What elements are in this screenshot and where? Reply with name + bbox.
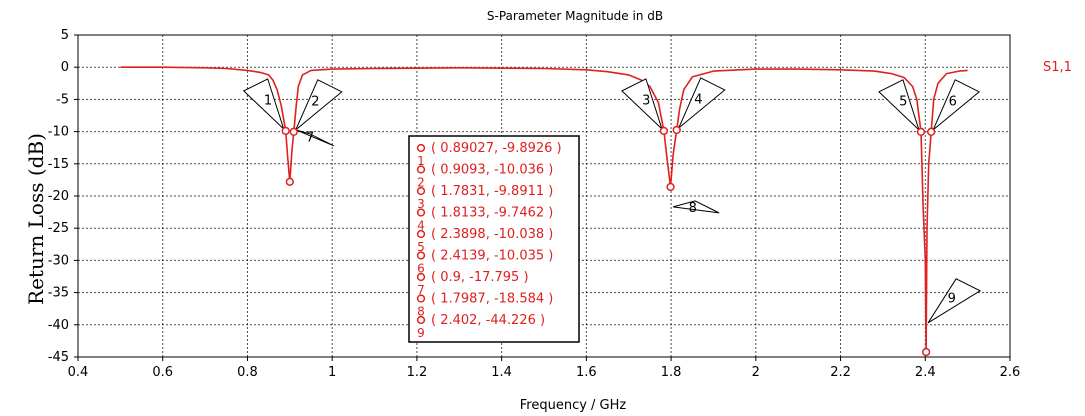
x-tick-label: 1 xyxy=(328,365,336,380)
table-marker-icon xyxy=(418,252,425,259)
x-axis-label: Frequency / GHz xyxy=(520,398,627,413)
table-marker-value: ( 1.7831, -9.8911 ) xyxy=(431,184,553,199)
table-marker-value: ( 2.402, -44.226 ) xyxy=(431,313,545,328)
marker-point-5 xyxy=(918,128,925,135)
marker-point-3 xyxy=(661,127,668,134)
table-marker-value: ( 1.8133, -9.7462 ) xyxy=(431,206,553,221)
callout-label-8: 8 xyxy=(689,201,697,216)
x-tick-label: 2.2 xyxy=(830,365,851,380)
y-tick-label: -10 xyxy=(48,125,69,140)
x-tick-label: 2 xyxy=(752,365,760,380)
table-marker-icon xyxy=(418,166,425,173)
x-tick-label: 1.8 xyxy=(661,365,682,380)
table-marker-icon xyxy=(418,145,425,152)
marker-point-9 xyxy=(923,349,930,356)
y-tick-label: -25 xyxy=(48,221,69,236)
table-marker-value: ( 0.9, -17.795 ) xyxy=(431,270,529,285)
y-tick-label: 0 xyxy=(61,60,69,75)
y-tick-label: 5 xyxy=(61,28,69,43)
table-marker-number: 9 xyxy=(417,326,425,340)
y-tick-label: -45 xyxy=(48,350,69,365)
chart-title: S-Parameter Magnitude in dB xyxy=(487,9,663,23)
table-marker-icon xyxy=(418,209,425,216)
table-marker-icon xyxy=(418,231,425,238)
marker-table: 1( 0.89027, -9.8926 )2( 0.9093, -10.036 … xyxy=(409,136,579,342)
table-marker-icon xyxy=(418,274,425,281)
callout-label-4: 4 xyxy=(694,93,702,108)
marker-point-6 xyxy=(928,128,935,135)
table-marker-value: ( 0.9093, -10.036 ) xyxy=(431,163,553,178)
marker-point-1 xyxy=(282,128,289,135)
y-tick-label: -35 xyxy=(48,286,69,301)
callout-label-1: 1 xyxy=(264,94,272,109)
x-tick-label: 0.4 xyxy=(68,365,89,380)
marker-point-2 xyxy=(290,128,297,135)
y-tick-label: -15 xyxy=(48,157,69,172)
x-tick-label: 0.8 xyxy=(237,365,258,380)
x-tick-label: 1.6 xyxy=(576,365,597,380)
table-marker-value: ( 0.89027, -9.8926 ) xyxy=(431,141,562,156)
table-marker-value: ( 1.7987, -18.584 ) xyxy=(431,292,553,307)
table-marker-icon xyxy=(418,317,425,324)
table-marker-value: ( 2.4139, -10.035 ) xyxy=(431,249,553,264)
x-tick-label: 2.6 xyxy=(1000,365,1021,380)
x-tick-label: 2.4 xyxy=(915,365,936,380)
y-tick-label: -30 xyxy=(48,253,69,268)
callout-label-9: 9 xyxy=(948,291,956,306)
table-marker-icon xyxy=(418,295,425,302)
callout-label-5: 5 xyxy=(899,95,907,110)
marker-point-4 xyxy=(673,127,680,134)
table-marker-value: ( 2.3898, -10.038 ) xyxy=(431,227,553,242)
y-axis-label: Return Loss (dB) xyxy=(24,133,48,305)
series-label-s11: S1,1 xyxy=(1043,60,1072,75)
x-tick-label: 0.6 xyxy=(152,365,173,380)
y-tick-label: -5 xyxy=(56,92,69,107)
marker-point-7 xyxy=(286,178,293,185)
callout-label-3: 3 xyxy=(642,94,650,109)
y-tick-label: -20 xyxy=(48,189,69,204)
y-tick-label: -40 xyxy=(48,318,69,333)
callout-label-7: 7 xyxy=(306,130,314,145)
x-tick-label: 1.2 xyxy=(407,365,428,380)
x-tick-label: 1.4 xyxy=(491,365,512,380)
marker-point-8 xyxy=(667,183,674,190)
callout-label-2: 2 xyxy=(311,94,319,109)
table-marker-icon xyxy=(418,188,425,195)
callout-label-6: 6 xyxy=(949,94,957,109)
